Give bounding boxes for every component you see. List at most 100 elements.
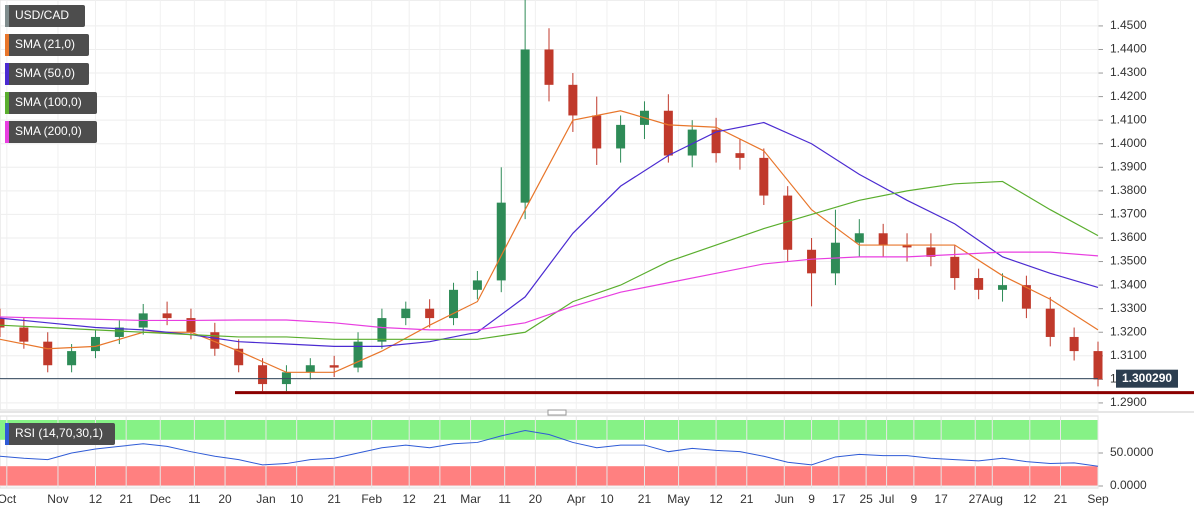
candle-body [711, 129, 721, 154]
legend-label: SMA (200,0) [15, 124, 82, 138]
y-tick-label: 50.0000 [1110, 445, 1154, 459]
legend-swatch [5, 423, 9, 445]
candle-body [520, 49, 530, 203]
sma-line [0, 251, 1099, 331]
candle-body [759, 157, 769, 196]
candle-body [67, 351, 77, 366]
candle-body [592, 115, 602, 149]
legend-item: SMA (50,0) [5, 63, 89, 85]
x-tick-label: 12 [403, 492, 417, 506]
y-tick-label: 1.4400 [1110, 42, 1147, 56]
candle-body [472, 280, 482, 290]
candle-body [162, 313, 172, 319]
x-tick-label: 11 [498, 492, 511, 506]
y-tick-label: 1.4100 [1110, 112, 1147, 126]
x-tick-label: 25 [859, 492, 873, 506]
x-tick-label: 21 [433, 492, 447, 506]
y-tick-label: 1.3100 [1110, 348, 1147, 362]
x-tick-label: 21 [327, 492, 341, 506]
candle-body [735, 153, 745, 158]
x-tick-label: 21 [638, 492, 652, 506]
y-tick-label: 1.2900 [1110, 395, 1147, 409]
x-tick-label: Jul [879, 492, 894, 506]
y-tick-label: 1.3700 [1110, 207, 1147, 221]
x-tick-label: 12 [709, 492, 723, 506]
oversold-band [0, 466, 1098, 486]
x-tick-label: Nov [47, 492, 68, 506]
legend-item: SMA (200,0) [5, 121, 97, 143]
y-tick-label: 1.3200 [1110, 324, 1147, 338]
x-tick-label: 20 [218, 492, 232, 506]
x-tick-label: Aug [982, 492, 1003, 506]
x-tick-label: 9 [808, 492, 815, 506]
candle-body [878, 233, 888, 246]
candle-body [616, 124, 626, 149]
x-tick-label: 20 [529, 492, 543, 506]
legend-item: SMA (100,0) [5, 92, 97, 114]
candle-body [974, 278, 984, 290]
resize-handle[interactable] [547, 409, 567, 416]
overbought-band [0, 420, 1098, 440]
x-tick-label: Jun [775, 492, 794, 506]
y-tick-label: 0.0000 [1110, 478, 1147, 492]
y-tick-label: 1.4200 [1110, 89, 1147, 103]
legend-box [5, 121, 97, 143]
x-tick-label: Apr [567, 492, 586, 506]
x-tick-label: 12 [1023, 492, 1037, 506]
legend-box [5, 423, 115, 445]
candle-body [998, 285, 1008, 290]
legend-box [5, 63, 89, 85]
candle-body [663, 110, 673, 156]
legend-label: SMA (50,0) [15, 66, 75, 80]
legend-box [5, 34, 89, 56]
x-tick-label: 12 [89, 492, 103, 506]
x-tick-label: Oct [0, 492, 17, 506]
legend-item: SMA (21,0) [5, 34, 89, 56]
candle-body [401, 308, 411, 319]
candle-body [353, 341, 363, 368]
candle-body [568, 84, 578, 116]
candle-body [854, 233, 864, 243]
legend-swatch [5, 5, 9, 27]
candle-body [43, 341, 53, 366]
candle-body [90, 336, 100, 352]
candle-body [926, 247, 936, 257]
candle-body [329, 365, 339, 368]
x-tick-label: 17 [934, 492, 948, 506]
candle-body [950, 256, 960, 279]
x-tick-label: Mar [460, 492, 481, 506]
candle-body [496, 202, 506, 281]
y-tick-label: 1.3800 [1110, 183, 1147, 197]
y-tick-label: 1.4000 [1110, 136, 1147, 150]
legend-swatch [5, 121, 9, 143]
legend-item: USD/CAD [5, 5, 85, 27]
legend-label: USD/CAD [15, 8, 69, 22]
y-tick-label: 1.3300 [1110, 301, 1147, 315]
y-tick-label: 1.4500 [1110, 18, 1147, 32]
x-tick-label: Sep [1087, 492, 1109, 506]
candle-body [186, 318, 196, 333]
candle-body [449, 289, 459, 319]
x-tick-label: 11 [188, 492, 201, 506]
candle-body [1069, 336, 1079, 352]
x-tick-label: 21 [119, 492, 133, 506]
last-price-label: 1.300290 [1122, 371, 1172, 385]
legend-label: SMA (21,0) [15, 37, 75, 51]
x-tick-label: 21 [740, 492, 754, 506]
candle-body [234, 348, 244, 366]
candle-body [19, 327, 29, 342]
candle-body [425, 308, 435, 319]
y-tick-label: 1.3900 [1110, 159, 1147, 173]
candle-body [687, 129, 697, 156]
x-tick-label: 21 [1054, 492, 1068, 506]
x-tick-label: 27 [969, 492, 983, 506]
rsi-line [0, 430, 1099, 467]
y-tick-label: 1.3500 [1110, 254, 1147, 268]
legend-label: RSI (14,70,30,1) [15, 426, 103, 440]
y-tick-label: 1.4300 [1110, 65, 1147, 79]
candle-body [114, 327, 124, 337]
candle-body [807, 249, 817, 274]
x-tick-label: May [667, 492, 690, 506]
